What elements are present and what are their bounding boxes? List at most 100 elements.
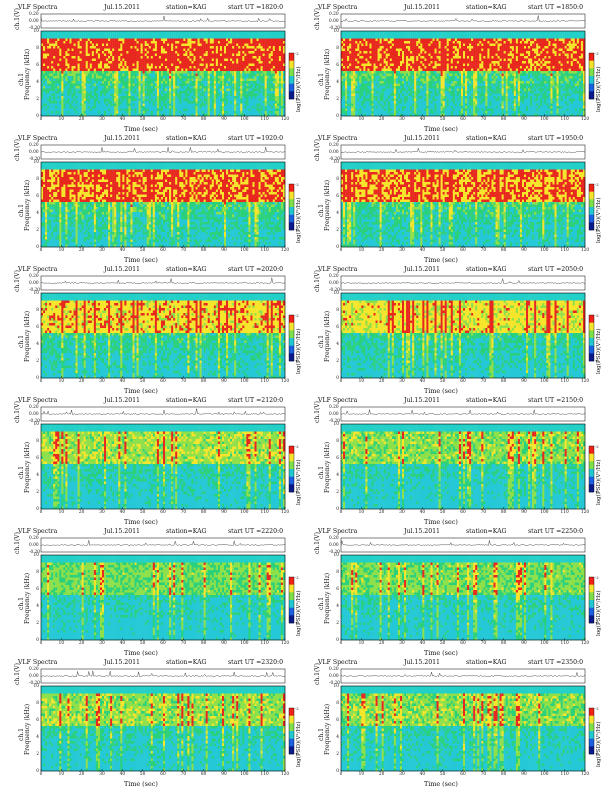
spectrogram-cells xyxy=(41,293,286,379)
y-tick-label: 6 xyxy=(331,63,339,68)
panel-date: Jul.15.2011 xyxy=(404,528,440,535)
colorbar-label: log(PSD)(V²/Hz) xyxy=(596,66,602,112)
waveform-tick-label: 0.20 xyxy=(329,274,339,279)
x-tick-label: 60 xyxy=(160,248,165,253)
colorbar-tick: -6 xyxy=(595,620,599,625)
panel-station: station=KAG xyxy=(166,397,207,404)
colorbar-segment xyxy=(589,199,594,208)
x-axis-label: Time (sec) xyxy=(424,256,458,264)
x-tick-label: 100 xyxy=(540,772,548,777)
x-tick-label: 120 xyxy=(281,641,289,646)
colorbar-label: log(PSD)(V²/Hz) xyxy=(296,459,302,505)
y-tick-label: 10 xyxy=(331,684,339,689)
x-tick-label: 110 xyxy=(261,117,269,122)
panel-start-ut: start UT =2250:0 xyxy=(528,528,583,535)
y-tick-label: 6 xyxy=(331,456,339,461)
waveform-trace xyxy=(341,147,586,153)
spectrogram-panel: VLF Spectra Jul.15.2011 station=KAG start U… xyxy=(304,528,604,657)
panel-start-ut: start UT =2150:0 xyxy=(528,397,583,404)
x-tick-label: 20 xyxy=(79,379,84,384)
x-tick-label: 100 xyxy=(540,248,548,253)
y-tick-label: 4 xyxy=(31,211,39,216)
y-tick-label: 4 xyxy=(31,342,39,347)
x-tick-label: 60 xyxy=(460,117,465,122)
colorbar-label: log(PSD)(V²/Hz) xyxy=(296,721,302,767)
colorbar-segment xyxy=(289,592,294,601)
x-tick-label: 0 xyxy=(40,117,43,122)
y-tick-label: 8 xyxy=(31,308,39,313)
y-tick-label: 2 xyxy=(331,621,339,626)
spec-ylabel-freq: Frequency (kHz) xyxy=(24,311,31,362)
x-tick-label: 90 xyxy=(521,641,526,646)
y-tick-label: 2 xyxy=(31,97,39,102)
x-tick-label: 70 xyxy=(181,641,186,646)
panel-date: Jul.15.2011 xyxy=(104,659,140,666)
spectrogram-panel: VLF Spectra Jul.15.2011 station=KAG start U… xyxy=(304,135,604,264)
panel-start-ut: start UT =2220:0 xyxy=(228,528,283,535)
x-tick-label: 0 xyxy=(40,510,43,515)
panel-title: VLF Spectra xyxy=(318,659,357,666)
x-tick-label: 0 xyxy=(40,772,43,777)
spectrogram-cells xyxy=(341,686,586,772)
waveform-tick-label: 0.00 xyxy=(329,150,339,155)
x-tick-label: 20 xyxy=(79,510,84,515)
x-tick-label: 70 xyxy=(181,379,186,384)
y-tick-label: 2 xyxy=(331,228,339,233)
colorbar-frame xyxy=(288,52,295,100)
x-tick-label: 90 xyxy=(221,379,226,384)
colorbar-segment xyxy=(589,207,594,215)
waveform-trace xyxy=(340,540,585,546)
spectrogram-svg xyxy=(40,406,295,510)
colorbar-segment xyxy=(289,184,294,192)
colorbar-segment xyxy=(589,577,594,585)
y-tick-label: 10 xyxy=(331,291,339,296)
x-tick-label: 50 xyxy=(440,641,445,646)
spectrogram-svg xyxy=(40,668,295,772)
y-tick-label: 0 xyxy=(331,507,339,512)
x-tick-label: 50 xyxy=(140,379,145,384)
x-tick-label: 120 xyxy=(281,379,289,384)
spectrogram-panel: VLF Spectra Jul.15.2011 station=KAG start U… xyxy=(4,266,304,395)
x-axis-label: Time (sec) xyxy=(124,387,158,395)
colorbar-tick: -6 xyxy=(595,489,599,494)
y-tick-label: 8 xyxy=(331,308,339,313)
y-tick-label: 4 xyxy=(331,735,339,740)
y-tick-label: 8 xyxy=(331,177,339,182)
x-tick-label: 20 xyxy=(79,772,84,777)
colorbar-tick: -2 xyxy=(595,313,599,318)
y-tick-label: 0 xyxy=(31,507,39,512)
x-tick-label: 110 xyxy=(561,248,569,253)
x-tick-label: 40 xyxy=(120,510,125,515)
x-tick-label: 80 xyxy=(501,510,506,515)
colorbar-frame xyxy=(588,183,595,231)
y-tick-label: 0 xyxy=(331,638,339,643)
colorbar-segment xyxy=(589,453,594,462)
panel-start-ut: start UT =2020:0 xyxy=(228,266,283,273)
x-tick-label: 110 xyxy=(261,772,269,777)
panel-start-ut: start UT =1820:0 xyxy=(228,4,283,11)
waveform-tick-label: 0.00 xyxy=(29,19,39,24)
colorbar-label: log(PSD)(V²/Hz) xyxy=(596,197,602,243)
colorbar-segment xyxy=(589,222,594,231)
x-tick-label: 120 xyxy=(581,510,589,515)
waveform-tick-label: 0.00 xyxy=(329,674,339,679)
panel-title: VLF Spectra xyxy=(318,528,357,535)
y-tick-label: 0 xyxy=(31,114,39,119)
x-tick-label: 50 xyxy=(440,772,445,777)
x-tick-label: 40 xyxy=(420,641,425,646)
colorbar-tick: -6 xyxy=(295,489,299,494)
colorbar-label: log(PSD)(V²/Hz) xyxy=(296,197,302,243)
y-tick-label: 6 xyxy=(331,587,339,592)
waveform-trace xyxy=(340,278,586,284)
waveform-tick-label: 0.20 xyxy=(29,143,39,148)
colorbar-tick: -2 xyxy=(595,182,599,187)
colorbar-tick: -6 xyxy=(595,358,599,363)
spectrogram-panel: VLF Spectra Jul.15.2011 station=KAG start U… xyxy=(304,659,604,788)
colorbar-segment xyxy=(289,584,294,593)
y-tick-label: 4 xyxy=(31,735,39,740)
colorbar-segment xyxy=(589,592,594,601)
y-tick-label: 6 xyxy=(331,325,339,330)
y-tick-label: 8 xyxy=(31,439,39,444)
y-tick-label: 0 xyxy=(31,769,39,774)
